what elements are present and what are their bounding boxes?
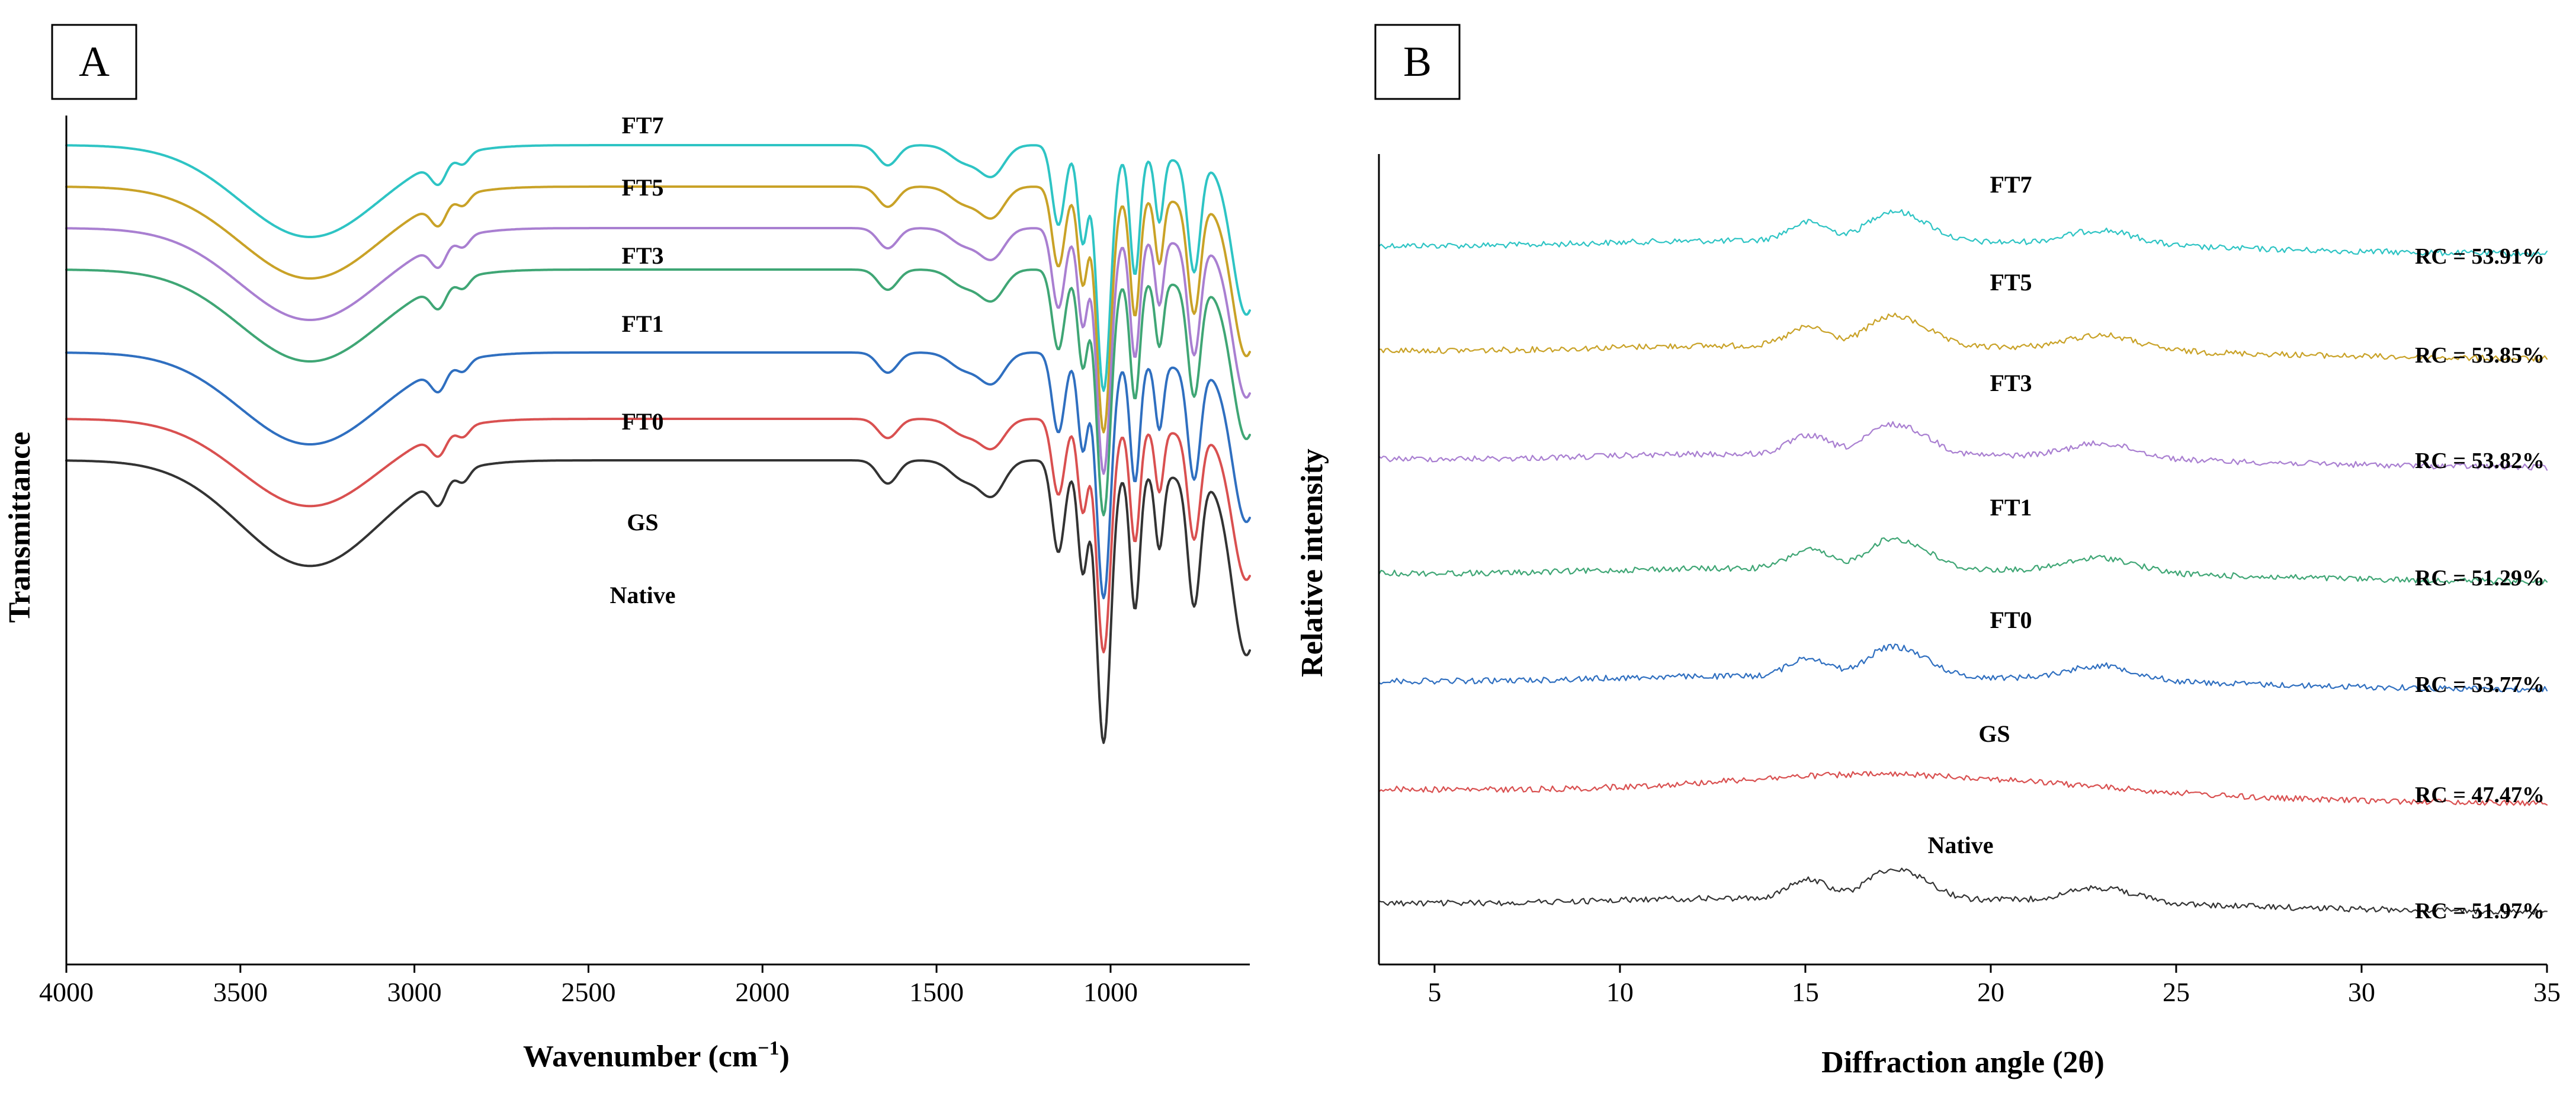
panel-b-tick-label-30: 30 — [2348, 977, 2375, 1007]
panel-a-trace-native — [65, 459, 1251, 744]
panel-a-letter: A — [79, 38, 110, 85]
panel-a-traces — [65, 144, 1251, 744]
panel-b-rc-gs: RC = 47.47% — [2415, 783, 2545, 807]
panel-a-y-axis-title: Transmittance — [3, 432, 37, 623]
panel-a-trace-ft3 — [65, 227, 1251, 475]
panel-a-trace-ft0 — [65, 351, 1251, 600]
panel-a-label-ft1: FT1 — [621, 310, 663, 337]
panel-b-label-gs: GS — [1978, 720, 2010, 747]
panel-a-xlabel-sup: −1 — [758, 1037, 779, 1059]
panel-b-traces — [1378, 209, 2548, 915]
panel-b-label-ft1: FT1 — [1990, 494, 2032, 521]
panel-b-tick-label-20: 20 — [1977, 977, 2004, 1007]
panel-b-trace-ft0 — [1378, 643, 2548, 693]
panel-b-rc-ft3: RC = 53.82% — [2415, 448, 2545, 473]
panel-a-tick-label-1500: 1500 — [909, 977, 964, 1007]
panel-a-label-ft7: FT7 — [621, 112, 663, 139]
panel-a-trace-ft7 — [65, 144, 1251, 392]
panel-b-label-ft0: FT0 — [1990, 607, 2032, 633]
panel-b-trace-ft5 — [1378, 312, 2548, 362]
panel-a-tick-label-1000: 1000 — [1083, 977, 1138, 1007]
panel-b-trace-ft1 — [1378, 537, 2548, 585]
panel-b-series-labels: FT7 RC = 53.91% FT5 RC = 53.85% FT3 RC = 53.8… — [1927, 171, 2545, 924]
panel-a-x-ticks: 4000 3500 3000 2500 2000 1500 1000 — [39, 964, 1138, 1007]
panel-b-tick-label-35: 35 — [2533, 977, 2561, 1007]
panel-a-label-ft3: FT3 — [621, 242, 663, 269]
panel-a-tick-label-2000: 2000 — [735, 977, 790, 1007]
panel-b-x-ticks: 5 10 15 20 25 30 35 — [1427, 964, 2561, 1007]
panel-a-label-native: Native — [609, 582, 675, 608]
panel-a-trace-ft1 — [65, 268, 1251, 517]
panel-b-trace-ft3 — [1378, 421, 2548, 471]
panel-b-label-ft5: FT5 — [1990, 269, 2032, 296]
panel-b-rc-ft5: RC = 53.85% — [2415, 343, 2545, 368]
panel-b-label-ft3: FT3 — [1990, 370, 2032, 396]
panel-a-tick-label-4000: 4000 — [39, 977, 94, 1007]
panel-b-label-ft7: FT7 — [1990, 171, 2032, 198]
panel-b-tick-label-25: 25 — [2163, 977, 2190, 1007]
panel-a-series-labels: FT7 FT5 FT3 FT1 FT0 GS Native — [609, 112, 675, 608]
panel-a-label-ft5: FT5 — [621, 174, 663, 201]
panel-b-trace-gs — [1378, 771, 2548, 806]
panel-b-label-native: Native — [1927, 832, 1993, 858]
panel-a-label-gs: GS — [627, 509, 658, 536]
panel-b-y-axis-title: Relative intensity — [1295, 448, 1329, 677]
panel-b-letter: B — [1403, 38, 1432, 85]
panel-a-trace-gs — [65, 418, 1251, 653]
panel-b-rc-native: RC = 51.97% — [2415, 899, 2545, 924]
panel-a-tick-label-3500: 3500 — [213, 977, 268, 1007]
panel-b-trace-ft7 — [1378, 209, 2548, 257]
panel-b-x-axis-title: Diffraction angle (2θ) — [1821, 1046, 2105, 1079]
panel-b-rc-ft0: RC = 53.77% — [2415, 672, 2545, 697]
panel-b-tick-label-10: 10 — [1606, 977, 1634, 1007]
panel-b-rc-ft7: RC = 53.91% — [2415, 244, 2545, 269]
panel-a-tick-label-3000: 3000 — [387, 977, 442, 1007]
panel-a: A FT7 FT5 FT3 FT1 FT0 GS Native 4000 3500 3000 25… — [3, 24, 1251, 1073]
panel-b-letter-box — [1374, 24, 1461, 100]
panel-a-trace-ft5 — [65, 185, 1251, 434]
panel-a-xlabel-main: Wavenumber (cm — [523, 1040, 758, 1073]
panel-a-x-axis-title: Wavenumber (cm−1) — [523, 1037, 790, 1073]
panel-a-letter-box — [51, 24, 137, 100]
panel-b-tick-label-15: 15 — [1792, 977, 1819, 1007]
panel-b-tick-label-5: 5 — [1427, 977, 1441, 1007]
panel-a-label-ft0: FT0 — [621, 408, 663, 435]
panel-b-rc-ft1: RC = 51.29% — [2415, 566, 2545, 591]
panel-b: B FT7 RC = 53.91% FT5 RC = 53.85% FT3 RC = 53… — [1295, 24, 2561, 1079]
panel-b-trace-native — [1378, 867, 2548, 915]
panel-a-xlabel-close: ) — [779, 1040, 790, 1073]
panel-a-tick-label-2500: 2500 — [561, 977, 615, 1007]
